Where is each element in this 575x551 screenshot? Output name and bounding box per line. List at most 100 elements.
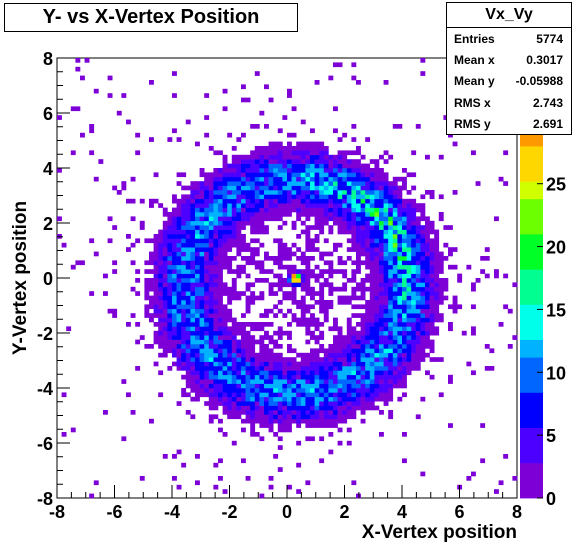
heatmap-cell — [337, 176, 343, 182]
heatmap-cell — [222, 251, 228, 257]
heatmap-cell — [296, 304, 302, 310]
heatmap-cell — [300, 260, 306, 266]
heatmap-cell — [277, 286, 283, 292]
heatmap-cell — [236, 295, 242, 301]
heatmap-cell — [89, 493, 95, 499]
heatmap-cell — [176, 317, 182, 323]
heatmap-cell — [245, 282, 251, 288]
heatmap-cell — [282, 383, 288, 389]
heatmap-cell — [360, 401, 366, 406]
heatmap-cell — [282, 163, 288, 169]
heatmap-cell — [259, 278, 265, 283]
heatmap-cell — [273, 291, 279, 296]
heatmap-cell — [379, 317, 384, 323]
heatmap-cell — [208, 330, 214, 336]
heatmap-cell — [241, 366, 246, 371]
heatmap-cell — [199, 388, 205, 393]
heatmap-cell — [259, 168, 265, 173]
heatmap-cell — [167, 344, 173, 349]
heatmap-cell — [342, 286, 348, 292]
heatmap-cell — [167, 335, 173, 340]
heatmap-cell — [323, 392, 329, 398]
heatmap-cell — [245, 203, 251, 208]
heatmap-cell — [185, 291, 191, 296]
heatmap-cell — [374, 172, 380, 178]
heatmap-cell — [305, 379, 311, 384]
heatmap-cell — [218, 348, 223, 354]
heatmap-cell — [158, 339, 164, 345]
heatmap-cell — [402, 374, 407, 380]
heatmap-cell — [305, 396, 311, 402]
heatmap-cell — [415, 300, 421, 305]
heatmap-cell — [328, 352, 334, 358]
heatmap-cell — [158, 370, 164, 376]
heatmap-cell — [402, 300, 407, 305]
heatmap-cell — [135, 132, 141, 138]
heatmap-cell — [383, 339, 389, 345]
heatmap-cell — [388, 181, 394, 186]
heatmap-cell — [365, 278, 371, 283]
heatmap-cell — [254, 168, 260, 173]
heatmap-cell — [195, 330, 200, 336]
heatmap-cell — [167, 326, 173, 332]
heatmap-cell — [379, 322, 384, 327]
heatmap-cell — [512, 335, 518, 340]
heatmap-cell — [365, 339, 371, 345]
heatmap-cell — [185, 392, 191, 398]
heatmap-cell — [365, 335, 371, 340]
heatmap-cell — [374, 185, 380, 191]
heatmap-cell — [305, 264, 311, 270]
heatmap-cell — [218, 344, 223, 349]
heatmap-cell — [282, 185, 288, 191]
heatmap-cell — [420, 269, 426, 274]
heatmap-cell — [231, 392, 237, 398]
heatmap-cell — [268, 410, 274, 415]
heatmap-cell — [484, 366, 490, 371]
heatmap-cell — [287, 132, 292, 138]
heatmap-cell — [438, 392, 444, 398]
heatmap-cell — [222, 212, 228, 217]
heatmap-cell — [273, 181, 279, 186]
heatmap-cell — [425, 326, 430, 332]
heatmap-cell — [80, 75, 85, 81]
heatmap-cell — [365, 388, 371, 393]
heatmap-cell — [369, 374, 375, 380]
heatmap-cell — [190, 286, 196, 292]
heatmap-cell — [379, 282, 384, 288]
heatmap-cell — [397, 194, 403, 200]
heatmap-cell — [438, 269, 444, 274]
heatmap-cell — [268, 476, 274, 481]
heatmap-cell — [411, 361, 417, 367]
heatmap-cell — [388, 220, 394, 226]
heatmap-cell — [185, 344, 191, 349]
heatmap-cell — [342, 339, 348, 345]
heatmap-cell — [213, 374, 219, 380]
heatmap-cell — [425, 278, 430, 283]
heatmap-cell — [213, 225, 219, 230]
heatmap-cell — [351, 242, 357, 248]
heatmap-cell — [314, 357, 320, 362]
heatmap-cell — [388, 278, 394, 283]
heatmap-cell — [434, 286, 440, 292]
heatmap-cell — [392, 308, 398, 314]
heatmap-cell — [218, 370, 223, 376]
heatmap-cell — [402, 198, 407, 204]
heatmap-cell — [351, 383, 357, 389]
heatmap-cell — [259, 357, 265, 362]
heatmap-cell — [231, 339, 237, 345]
heatmap-cell — [130, 216, 136, 222]
heatmap-cell — [356, 185, 361, 191]
heatmap-cell — [365, 396, 371, 402]
heatmap-cell — [287, 322, 292, 327]
heatmap-cell — [310, 370, 315, 376]
heatmap-cell — [379, 379, 384, 384]
heatmap-cell — [337, 242, 343, 248]
palette-swatch — [520, 462, 543, 481]
heatmap-cell — [356, 379, 361, 384]
heatmap-cell — [241, 388, 246, 393]
heatmap-cell — [406, 300, 412, 305]
heatmap-cell — [153, 264, 159, 270]
heatmap-cell — [195, 370, 200, 376]
heatmap-cell — [397, 238, 403, 244]
heatmap-cell — [314, 300, 320, 305]
